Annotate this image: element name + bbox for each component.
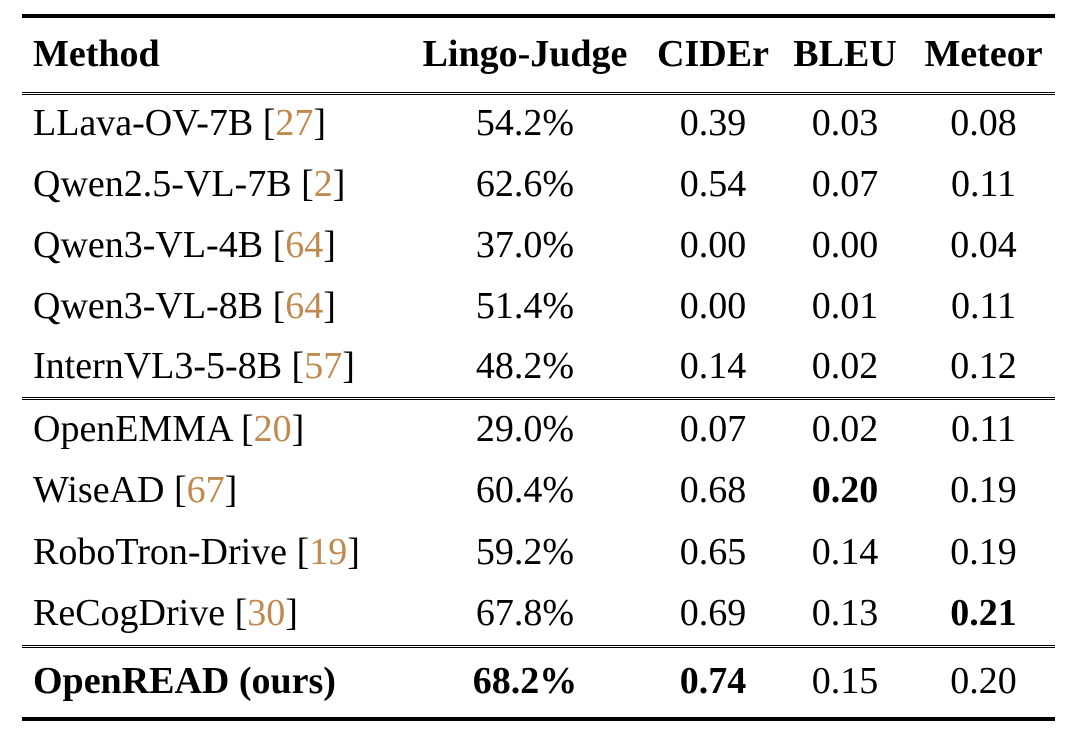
- metric-cell-meteor: 0.19: [950, 531, 1017, 574]
- metric-cell-meteor: 0.19: [950, 469, 1017, 512]
- table-row: OpenREAD (ours) 68.2% 0.74 0.15 0.20: [22, 646, 1055, 719]
- method-cell: OpenREAD (ours): [22, 646, 402, 719]
- method-cell: InternVL3-5-8B [57]: [33, 344, 355, 387]
- metric-cell-cider: 0.54: [679, 162, 747, 205]
- method-name: WiseAD: [33, 469, 165, 512]
- metric-cell-meteor: 0.11: [950, 162, 1017, 205]
- table-row: Qwen2.5-VL-7B [2] 62.6% 0.54 0.07 0.11: [22, 154, 1055, 215]
- metric-cell-lingo-judge: 51.4%: [475, 284, 575, 327]
- metric-cell-bleu: 0.14: [811, 531, 879, 574]
- col-header-meteor: Meteor: [924, 32, 1043, 75]
- metric-cell-bleu: 0.01: [811, 284, 879, 327]
- metric-cell-meteor: 0.12: [950, 344, 1017, 387]
- metric-cell-bleu: 0.00: [811, 223, 879, 266]
- metric-cell-meteor: 0.04: [950, 223, 1017, 266]
- citation-ref: 64: [285, 223, 324, 266]
- citation-ref: 27: [275, 102, 314, 145]
- metric-cell-lingo-judge: 37.0%: [475, 223, 575, 266]
- citation-ref: 20: [253, 407, 292, 450]
- method-cell: Qwen3-VL-8B [64]: [33, 284, 336, 327]
- citation-ref: 30: [247, 592, 286, 635]
- metric-cell-lingo-judge: 59.2%: [475, 531, 575, 574]
- results-table: Method Lingo-Judge CIDEr BLEU Meteor LLa…: [22, 14, 1055, 721]
- metric-cell-cider: 0.39: [679, 102, 747, 145]
- metric-cell-bleu: 0.07: [811, 162, 879, 205]
- col-header-lingo-judge: Lingo-Judge: [422, 32, 628, 75]
- method-cell: LLava-OV-7B [27]: [33, 102, 327, 145]
- header-row: Method Lingo-Judge CIDEr BLEU Meteor: [22, 16, 1055, 93]
- col-header-bleu: BLEU: [793, 32, 897, 75]
- citation-ref: 64: [285, 284, 324, 327]
- metric-cell-bleu: 0.02: [811, 344, 879, 387]
- col-header-method: Method: [33, 32, 160, 75]
- col-header-cider: CIDEr: [657, 32, 769, 75]
- metric-cell-lingo-judge: 29.0%: [475, 407, 575, 450]
- method-cell: WiseAD [67]: [33, 469, 238, 512]
- metric-cell-bleu: 0.02: [811, 407, 879, 450]
- table-row: RoboTron-Drive [19] 59.2% 0.65 0.14 0.19: [22, 522, 1055, 584]
- citation-ref: 57: [304, 344, 343, 387]
- citation-ref: 2: [313, 162, 333, 205]
- section-driving-methods: OpenEMMA [20] 29.0% 0.07 0.02 0.11 WiseAD [67…: [22, 398, 1055, 646]
- method-name: ReCogDrive: [33, 592, 226, 635]
- metric-cell-lingo-judge: 48.2%: [475, 344, 575, 387]
- method-cell: RoboTron-Drive [19]: [33, 531, 360, 574]
- table-row: Qwen3-VL-8B [64] 51.4% 0.00 0.01 0.11: [22, 276, 1055, 337]
- section-ours: OpenREAD (ours) 68.2% 0.74 0.15 0.20: [22, 646, 1055, 719]
- metric-cell-lingo-judge: 68.2%: [472, 660, 578, 703]
- citation-ref: 19: [309, 531, 348, 574]
- metric-cell-cider: 0.00: [679, 284, 747, 327]
- metric-cell-bleu: 0.13: [811, 592, 879, 635]
- method-cell: Qwen3-VL-4B [64]: [33, 223, 336, 266]
- metric-cell-cider: 0.00: [679, 223, 747, 266]
- metric-cell-cider: 0.65: [679, 531, 747, 574]
- metric-cell-meteor: 0.21: [950, 592, 1017, 635]
- metric-cell-lingo-judge: 67.8%: [475, 592, 575, 635]
- method-name: OpenEMMA: [33, 407, 232, 450]
- metric-cell-bleu: 0.20: [811, 469, 879, 512]
- metric-cell-meteor: 0.11: [950, 407, 1017, 450]
- method-name: RoboTron-Drive: [33, 531, 288, 574]
- metric-cell-cider: 0.68: [679, 469, 747, 512]
- metric-cell-meteor: 0.11: [950, 284, 1017, 327]
- method-name: OpenREAD (ours): [33, 660, 336, 703]
- metric-cell-cider: 0.74: [679, 660, 747, 703]
- method-cell: OpenEMMA [20]: [33, 407, 305, 450]
- metric-cell-cider: 0.69: [679, 592, 747, 635]
- metric-cell-lingo-judge: 60.4%: [475, 469, 575, 512]
- citation-ref: 67: [186, 469, 225, 512]
- table-header: Method Lingo-Judge CIDEr BLEU Meteor: [22, 16, 1055, 93]
- method-name: InternVL3-5-8B: [33, 344, 283, 387]
- metric-cell-meteor: 0.08: [950, 102, 1017, 145]
- table-row: InternVL3-5-8B [57] 48.2% 0.14 0.02 0.12: [22, 337, 1055, 398]
- section-general-vlms: LLava-OV-7B [27] 54.2% 0.39 0.03 0.08 Qwen2.5…: [22, 93, 1055, 398]
- metric-cell-meteor: 0.20: [950, 660, 1017, 703]
- table-row: LLava-OV-7B [27] 54.2% 0.39 0.03 0.08: [22, 93, 1055, 154]
- metric-cell-lingo-judge: 62.6%: [475, 162, 575, 205]
- method-name: Qwen3-VL-8B: [33, 284, 264, 327]
- table-row: Qwen3-VL-4B [64] 37.0% 0.00 0.00 0.04: [22, 215, 1055, 276]
- method-name: Qwen2.5-VL-7B: [33, 162, 292, 205]
- method-name: Qwen3-VL-4B: [33, 223, 264, 266]
- method-cell: Qwen2.5-VL-7B [2]: [33, 162, 346, 205]
- metric-cell-bleu: 0.15: [811, 660, 879, 703]
- metric-cell-cider: 0.07: [679, 407, 747, 450]
- method-cell: ReCogDrive [30]: [33, 592, 298, 635]
- metric-cell-cider: 0.14: [679, 344, 747, 387]
- table-row: ReCogDrive [30] 67.8% 0.69 0.13 0.21: [22, 584, 1055, 646]
- method-name: LLava-OV-7B: [33, 102, 254, 145]
- metric-cell-bleu: 0.03: [811, 102, 879, 145]
- table-row: OpenEMMA [20] 29.0% 0.07 0.02 0.11: [22, 398, 1055, 460]
- table-row: WiseAD [67] 60.4% 0.68 0.20 0.19: [22, 460, 1055, 522]
- metric-cell-lingo-judge: 54.2%: [475, 102, 575, 145]
